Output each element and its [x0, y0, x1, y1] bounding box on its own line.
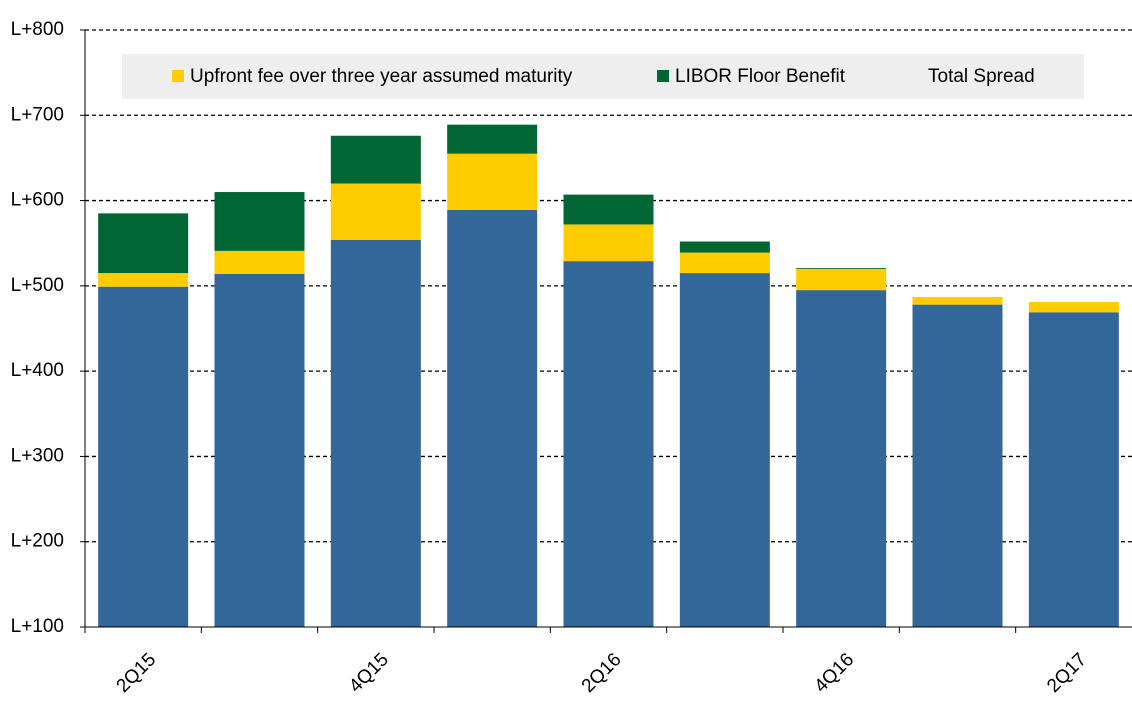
bar-segment [563, 224, 654, 262]
bar-segment [98, 273, 189, 287]
bar-segment [447, 153, 538, 210]
x-tick-label: 2Q16 [578, 649, 626, 697]
x-tick-label: 4Q15 [345, 649, 393, 697]
bar-segment [796, 268, 887, 291]
bar-segment [330, 239, 421, 627]
y-tick-label: L+100 [11, 616, 64, 637]
bar-segment [679, 241, 770, 253]
y-tick-label: L+800 [11, 19, 64, 40]
y-tick-label: L+400 [11, 360, 64, 381]
bar-segment [679, 252, 770, 274]
bar-segment [796, 267, 887, 269]
legend-swatch [172, 70, 184, 82]
y-tick-label: L+200 [11, 531, 64, 552]
x-tick-label: 2Q17 [1043, 649, 1091, 697]
y-tick-label: L+300 [11, 445, 64, 466]
bar-segment [98, 213, 189, 274]
bar-segment [679, 273, 770, 627]
bar-segment [330, 183, 421, 240]
y-tick-label: L+700 [11, 104, 64, 125]
legend-swatch [657, 70, 669, 82]
bar-segment [563, 261, 654, 627]
bar-segment [447, 209, 538, 627]
bar-segment [796, 290, 887, 627]
bar-segment [214, 273, 305, 627]
bar-segment [214, 192, 305, 251]
bar-segment [98, 286, 189, 627]
bar-segment [330, 135, 421, 184]
legend-label: LIBOR Floor Benefit [675, 66, 846, 87]
legend-box [122, 54, 1084, 99]
y-tick-label: L+500 [11, 275, 64, 296]
y-tick-label: L+600 [11, 190, 64, 211]
bar-segment [214, 250, 305, 274]
x-tick-label: 2Q15 [113, 649, 161, 697]
legend-label: Upfront fee over three year assumed matu… [190, 66, 573, 87]
x-tick-label: 4Q16 [811, 649, 859, 697]
bar-segment [563, 194, 654, 225]
bar-segment [912, 304, 1003, 627]
bar-segment [912, 296, 1003, 305]
legend-label: Total Spread [928, 66, 1035, 87]
bar-segment [1028, 302, 1119, 313]
bar-segment [447, 124, 538, 154]
bar-segment [1028, 312, 1119, 627]
